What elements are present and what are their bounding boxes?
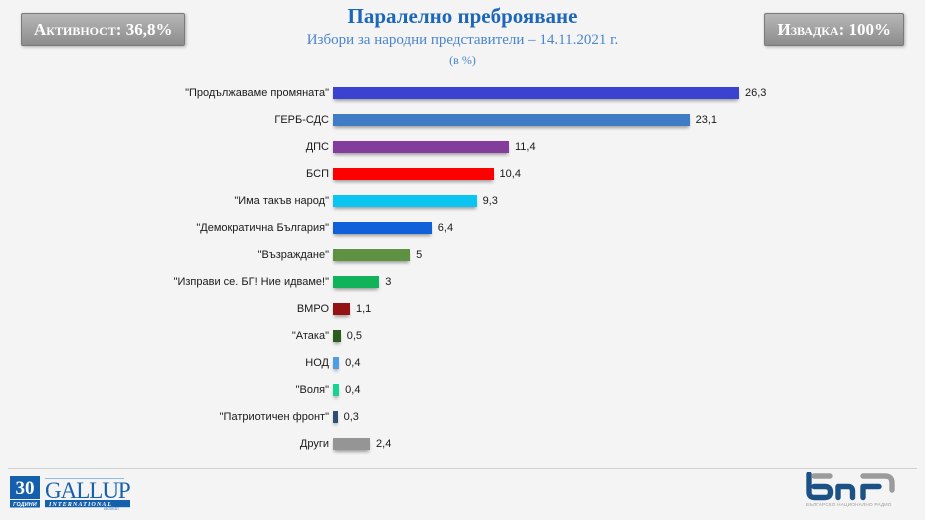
svg-text:INTERNATIONAL: INTERNATIONAL [48,501,112,508]
svg-text:ГОДИНИ: ГОДИНИ [13,502,37,508]
svg-text:30: 30 [16,478,35,499]
svg-text:Balkan: Balkan [104,506,119,510]
svg-text:GALLUP: GALLUP [45,478,130,503]
svg-text:БЪЛГАРСКО НАЦИОНАЛНО РАДИО: БЪЛГАРСКО НАЦИОНАЛНО РАДИО [806,502,892,507]
